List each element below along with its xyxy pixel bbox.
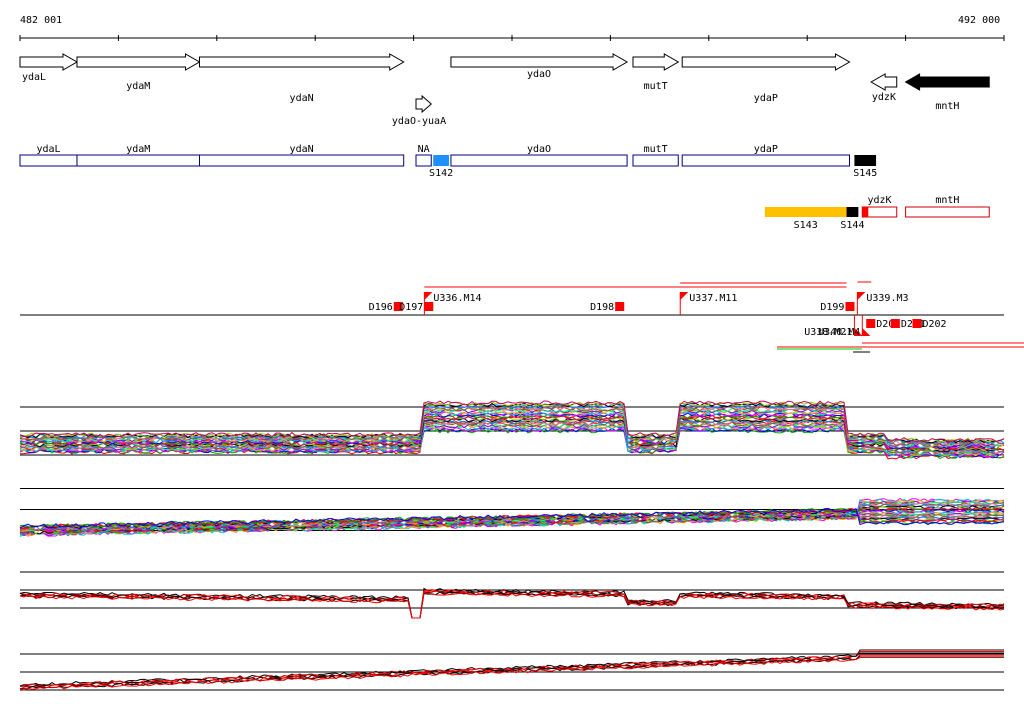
gene-arrow-ydaO-yuaA: [415, 94, 433, 114]
marker-U336.M14: [424, 292, 433, 300]
ruler-start-label: 482 001: [20, 15, 62, 26]
transcript-label-ydaP: ydaP: [754, 144, 778, 155]
transcript-box-ydaL: [19, 154, 78, 167]
marker-label-D197: D197: [399, 302, 423, 313]
transcript-box-NA: [415, 154, 432, 167]
gene-label-mntH: mntH: [935, 101, 959, 112]
profile-panel-1: [19, 400, 1005, 460]
transcript-box-mutT: [632, 154, 679, 167]
profile-line: [19, 507, 1005, 530]
profile-line: [19, 402, 1005, 444]
profile-line: [19, 400, 1005, 442]
segment-S144: [846, 207, 859, 217]
gene-label-ydaP: ydaP: [754, 93, 778, 104]
profile-line: [19, 406, 1005, 446]
transcript-box-ydaP: [681, 154, 850, 167]
profile-line: [19, 401, 1005, 443]
profile-line: [19, 416, 1005, 452]
segment-S145: [854, 155, 877, 166]
marker-track: D196 D197 U336.M14 D198 U337.M11 D199 U339.M3 U…: [20, 281, 1024, 353]
segment-label-S142: S142: [429, 168, 453, 179]
gene-label-ydaM: ydaM: [126, 81, 150, 92]
marker-label-U336.M14: U336.M14: [433, 293, 481, 304]
transcript-label-ydaL: ydaL: [36, 144, 60, 155]
marker-U339.M3: [857, 292, 866, 300]
profile-line: [20, 412, 1005, 450]
profile-line: [19, 508, 1005, 529]
gene-label-ydaN: ydaN: [290, 93, 314, 104]
marker-D199: [845, 302, 855, 311]
transcript-track: ydaL ydaM ydaN NA ydaO mutT ydaP: [19, 144, 850, 167]
marker-U340.M4: [862, 328, 871, 336]
transcript-label-ydaM: ydaM: [126, 144, 150, 155]
segment-S142: [433, 155, 449, 166]
marker-label-U337.M11: U337.M11: [689, 293, 737, 304]
marker-label-U338.M21: U338.M21: [804, 327, 852, 338]
gene-arrow-mutT: [632, 53, 680, 71]
gene-arrow-ydaM: [76, 53, 201, 71]
marker-label-D199: D199: [820, 302, 844, 313]
transcript-label-ydaN: ydaN: [290, 144, 314, 155]
gene-arrow-ydaO: [450, 53, 629, 71]
gene-arrow-mntH: [904, 73, 990, 91]
profile-line: [19, 419, 1005, 454]
ruler-ticks: [19, 35, 1005, 41]
marker-label-D202: D202: [922, 319, 946, 330]
segment-track: S142 S145 S143 S144 ydzK mntH: [429, 155, 990, 231]
red-box-mntH: [905, 206, 990, 218]
marker-U337.M11: [680, 292, 689, 300]
gene-arrow-ydzK: [870, 73, 898, 91]
marker-D197: [424, 302, 434, 311]
gene-annotation-track: ydaL ydaM ydaN ydaO-yuaA ydaO mutT ydaP ydzK mnt…: [19, 53, 990, 127]
transcript-label-NA: NA: [418, 144, 430, 155]
ruler-end-label: 492 000: [958, 15, 1000, 26]
expression-profile-tracks: [19, 400, 1005, 691]
gene-arrow-ydaN: [198, 53, 405, 71]
profile-panel-2: [19, 488, 1005, 537]
marker-label-U339.M3: U339.M3: [866, 293, 908, 304]
segment-label-S143: S143: [794, 220, 818, 231]
transcript-label-mutT: mutT: [644, 144, 668, 155]
gene-label-ydzK: ydzK: [872, 92, 896, 103]
gene-arrow-ydaL: [19, 53, 78, 71]
transcript-box-ydaN: [198, 154, 405, 167]
marker-D201: [890, 319, 900, 328]
gene-label-ydaO: ydaO: [527, 69, 551, 80]
coordinate-ruler: 482 001 492 000: [19, 15, 1005, 41]
red-box-label-ydzK: ydzK: [867, 195, 891, 206]
marker-U338.M21: [854, 328, 863, 336]
marker-D198: [615, 302, 625, 311]
transcript-box-ydaO: [450, 154, 628, 167]
profile-line: [19, 413, 1005, 450]
marker-D202: [912, 319, 922, 328]
segment-label-S144: S144: [840, 220, 864, 231]
profile-panel-3: [19, 571, 1005, 619]
gene-label-ydaL: ydaL: [22, 72, 46, 83]
marker-D200: [866, 319, 876, 328]
marker-label-D198: D198: [590, 302, 614, 313]
transcript-box-ydaM: [76, 154, 200, 167]
gene-label-mutT: mutT: [644, 81, 668, 92]
profile-line: [19, 507, 1005, 529]
marker-label-D196: D196: [369, 302, 393, 313]
marker-D196: [393, 302, 403, 311]
gene-label-ydaO-yuaA: ydaO-yuaA: [392, 116, 446, 127]
segment-S143: [764, 207, 847, 217]
marker-label-U340.M4: U340.M4: [818, 327, 860, 338]
marker-label-D200: D200: [876, 319, 900, 330]
red-box-label-mntH: mntH: [935, 195, 959, 206]
segment-label-S145: S145: [853, 168, 877, 179]
profile-panel-4: [19, 649, 1004, 691]
profile-line: [19, 426, 1005, 458]
transcript-label-ydaO: ydaO: [527, 144, 551, 155]
gene-arrow-ydaP: [681, 53, 851, 71]
profile-line: [19, 657, 1004, 691]
red-box-start-mark: [862, 207, 869, 217]
profile-line: [19, 591, 1005, 619]
